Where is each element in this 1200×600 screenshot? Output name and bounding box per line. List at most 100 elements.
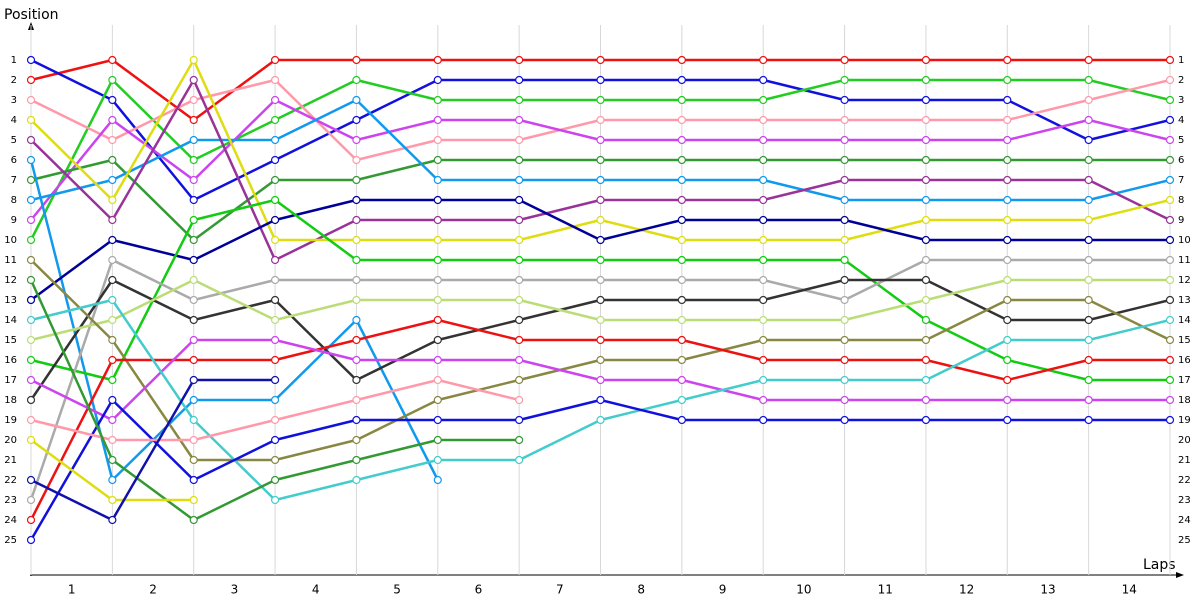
position-point [759, 415, 768, 425]
position-point [189, 335, 198, 345]
y-tick-label-right: 25 [1178, 535, 1191, 546]
position-point [270, 395, 280, 405]
position-point [26, 475, 36, 485]
position-point [26, 195, 36, 205]
position-point [270, 495, 280, 505]
position-point [677, 195, 686, 205]
position-point [26, 315, 36, 325]
y-tick-label-right: 12 [1178, 275, 1191, 286]
y-tick-label-right: 22 [1178, 475, 1191, 486]
position-point [352, 415, 361, 425]
position-point [840, 335, 849, 345]
position-point [352, 155, 361, 165]
position-point [759, 315, 768, 325]
position-point [270, 115, 280, 125]
y-tick-label: 25 [4, 535, 17, 546]
position-point [759, 235, 768, 245]
position-point [189, 295, 198, 305]
position-point [921, 375, 931, 385]
y-tick-label: 17 [4, 375, 17, 386]
position-point [1084, 175, 1093, 185]
position-point [352, 355, 361, 365]
y-tick-label: 15 [4, 335, 17, 346]
position-point [515, 415, 524, 425]
y-tick-label-right: 4 [1178, 115, 1184, 126]
position-point [677, 175, 686, 185]
position-point [189, 215, 198, 225]
position-point [921, 255, 931, 265]
position-point [759, 355, 768, 365]
x-tick-label: 12 [959, 583, 974, 597]
position-point [352, 395, 361, 405]
position-point [596, 95, 605, 105]
position-point [26, 175, 36, 185]
position-point [596, 375, 605, 385]
position-point [1165, 415, 1175, 425]
position-point [108, 155, 117, 165]
position-point [596, 75, 605, 85]
position-point [1084, 375, 1093, 385]
position-point [270, 275, 280, 285]
position-point [1084, 115, 1093, 125]
position-point [677, 255, 686, 265]
position-point [189, 275, 198, 285]
y-tick-label-right: 20 [1178, 435, 1191, 446]
position-point [1003, 395, 1012, 405]
position-point [515, 375, 524, 385]
position-point [270, 95, 280, 105]
position-point [596, 295, 605, 305]
x-tick-label: 13 [1040, 583, 1055, 597]
position-point [26, 495, 36, 505]
position-point [433, 455, 442, 465]
position-point [596, 415, 605, 425]
position-point [270, 235, 280, 245]
position-point [1003, 55, 1012, 65]
y-tick-label: 13 [4, 295, 17, 306]
points [26, 55, 1175, 545]
y-tick-label-right: 5 [1178, 135, 1184, 146]
position-point [189, 395, 198, 405]
position-point [596, 335, 605, 345]
position-point [189, 495, 198, 505]
position-point [840, 55, 849, 65]
position-point [352, 235, 361, 245]
position-point [433, 235, 442, 245]
position-point [352, 295, 361, 305]
position-point [352, 195, 361, 205]
position-point [189, 515, 198, 525]
position-point [433, 75, 442, 85]
position-point [108, 275, 117, 285]
position-point [921, 315, 931, 325]
position-point [596, 195, 605, 205]
y-tick-label: 21 [4, 455, 17, 466]
position-point [189, 195, 198, 205]
position-point [433, 295, 442, 305]
position-point [1003, 75, 1012, 85]
position-point [108, 55, 117, 65]
y-tick-label: 14 [4, 315, 17, 326]
position-point [270, 415, 280, 425]
position-point [596, 55, 605, 65]
position-point [433, 55, 442, 65]
position-point [515, 335, 524, 345]
position-point [840, 415, 849, 425]
position-point [352, 115, 361, 125]
position-point [1165, 95, 1175, 105]
position-point [352, 435, 361, 445]
position-point [433, 315, 442, 325]
y-tick-label-right: 14 [1178, 315, 1191, 326]
position-point [433, 355, 442, 365]
position-point [1084, 135, 1093, 145]
position-point [1003, 195, 1012, 205]
position-point [840, 95, 849, 105]
position-point [840, 375, 849, 385]
position-point [1165, 235, 1175, 245]
position-point [270, 255, 280, 265]
y-tick-label-right: 8 [1178, 195, 1184, 206]
position-point [921, 135, 931, 145]
position-point [840, 195, 849, 205]
position-point [108, 175, 117, 185]
position-point [759, 155, 768, 165]
y-tick-label: 22 [4, 475, 17, 486]
position-point [921, 235, 931, 245]
